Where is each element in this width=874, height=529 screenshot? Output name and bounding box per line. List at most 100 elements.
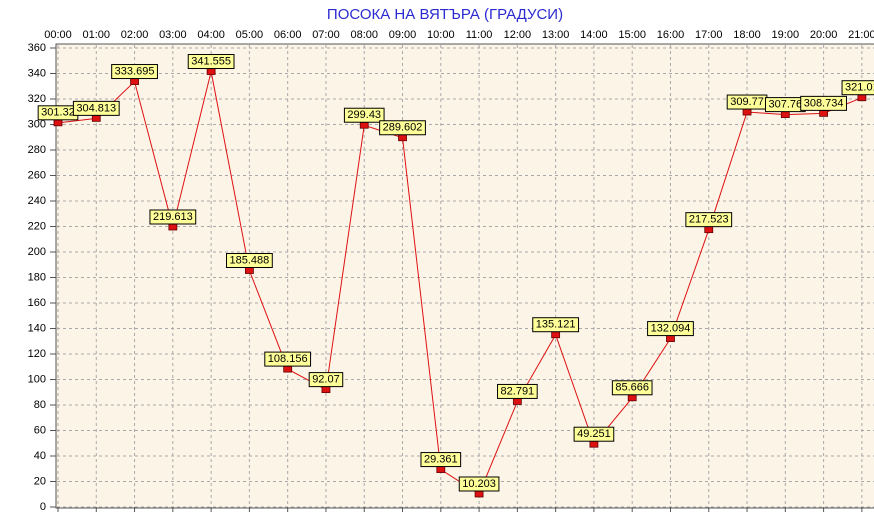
marker — [551, 331, 561, 339]
value-label-text: 307.76 — [768, 99, 802, 111]
y-tick-label: 0 — [40, 501, 46, 513]
value-label-box — [611, 380, 653, 396]
y-tick-label: 260 — [28, 169, 46, 181]
marker — [206, 68, 216, 75]
value-label-box — [187, 54, 235, 70]
value-label-box — [841, 80, 874, 96]
marker — [321, 386, 331, 394]
value-label-text: 309.77 — [730, 96, 764, 108]
value-label-box — [573, 426, 615, 442]
marker — [780, 111, 790, 119]
marker — [168, 223, 178, 231]
value-label: 10.203 — [458, 476, 500, 492]
value-label-text: 301.32 — [41, 107, 75, 119]
value-label-text: 92.07 — [312, 374, 340, 386]
x-tick-label: 21:00 — [848, 29, 874, 41]
x-tick-label: 03:00 — [159, 29, 187, 41]
value-label: 185.488 — [226, 253, 273, 269]
marker — [398, 134, 407, 142]
marker — [512, 398, 522, 405]
value-label-text: 299.43 — [347, 109, 381, 121]
y-tick-label: 100 — [28, 373, 46, 385]
y-tick-label: 80 — [34, 399, 46, 411]
y-tick-label: 160 — [28, 297, 46, 309]
value-label-box — [379, 120, 426, 136]
x-tick-label: 18:00 — [733, 29, 761, 41]
value-label-box — [458, 476, 500, 492]
y-tick-label: 60 — [34, 424, 46, 436]
value-label: 341.555 — [187, 54, 235, 70]
value-label: 29.361 — [420, 452, 462, 468]
value-label: 132.094 — [647, 321, 694, 337]
marker — [359, 121, 369, 129]
y-tick-label: 120 — [28, 348, 46, 360]
marker — [857, 94, 867, 102]
x-tick-label: 20:00 — [810, 29, 838, 41]
value-label-box — [647, 321, 694, 337]
value-label-box — [497, 383, 538, 399]
marker — [666, 335, 675, 342]
value-label: 135.121 — [532, 317, 580, 333]
value-label: 85.666 — [611, 380, 653, 396]
x-tick-label: 04:00 — [197, 29, 225, 41]
value-label: 289.602 — [379, 120, 426, 136]
value-label: 49.251 — [573, 426, 615, 442]
value-label-box — [343, 107, 385, 123]
x-tick-label: 14:00 — [580, 29, 608, 41]
x-tick-label: 06:00 — [274, 29, 302, 41]
marker — [130, 78, 139, 85]
value-label-box — [72, 100, 120, 116]
marker — [474, 490, 484, 498]
y-tick-label: 180 — [28, 271, 46, 283]
value-label-text: 341.555 — [191, 55, 231, 67]
y-tick-label: 360 — [28, 42, 46, 54]
value-label-text: 29.361 — [424, 453, 458, 465]
value-label-text: 304.813 — [76, 102, 116, 114]
y-tick-label: 300 — [28, 118, 46, 130]
value-label-box — [800, 95, 847, 111]
value-label-text: 49.251 — [577, 428, 611, 440]
value-label-text: 333.695 — [115, 65, 155, 77]
x-tick-label: 11:00 — [466, 29, 493, 41]
marker — [53, 119, 63, 127]
value-label: 299.43 — [343, 107, 385, 123]
x-tick-label: 05:00 — [236, 29, 264, 41]
y-tick-label: 40 — [34, 450, 46, 462]
marker — [627, 394, 637, 402]
x-tick-label: 01:00 — [83, 29, 111, 41]
marker — [283, 365, 293, 373]
value-label: 321.01 — [841, 80, 874, 96]
value-label-text: 85.666 — [615, 382, 649, 394]
x-tick-label: 19:00 — [772, 29, 800, 41]
x-tick-label: 07:00 — [312, 29, 340, 41]
value-label: 92.07 — [308, 372, 344, 388]
x-tick-label: 09:00 — [389, 29, 417, 41]
y-tick-label: 320 — [28, 93, 46, 105]
value-label-text: 108.156 — [268, 353, 308, 365]
value-label-box — [308, 372, 344, 388]
value-label-box — [264, 351, 312, 367]
value-label: 307.76 — [764, 97, 806, 113]
marker — [589, 440, 599, 448]
x-tick-label: 15:00 — [618, 29, 646, 41]
y-tick-label: 20 — [34, 475, 46, 487]
value-label-text: 217.523 — [689, 214, 729, 226]
marker — [91, 114, 101, 122]
value-label-box — [111, 64, 158, 80]
value-label: 333.695 — [111, 64, 158, 80]
x-tick-label: 10:00 — [427, 29, 455, 41]
value-label: 82.791 — [497, 383, 538, 399]
y-tick-label: 240 — [28, 195, 46, 207]
value-label-box — [532, 317, 580, 333]
x-tick-label: 02:00 — [121, 29, 149, 41]
value-label-text: 10.203 — [462, 478, 496, 490]
value-label: 217.523 — [685, 212, 733, 228]
value-label: 308.734 — [800, 95, 847, 111]
value-label-text: 289.602 — [383, 122, 423, 134]
value-label-text: 132.094 — [651, 322, 691, 334]
value-label: 309.77 — [726, 94, 768, 110]
x-tick-label: 17:00 — [695, 29, 723, 41]
x-tick-label: 12:00 — [504, 29, 532, 41]
chart-title: ПОСОКА НА ВЯТЪРА (ГРАДУСИ) — [327, 6, 563, 23]
value-label-text: 82.791 — [501, 385, 535, 397]
